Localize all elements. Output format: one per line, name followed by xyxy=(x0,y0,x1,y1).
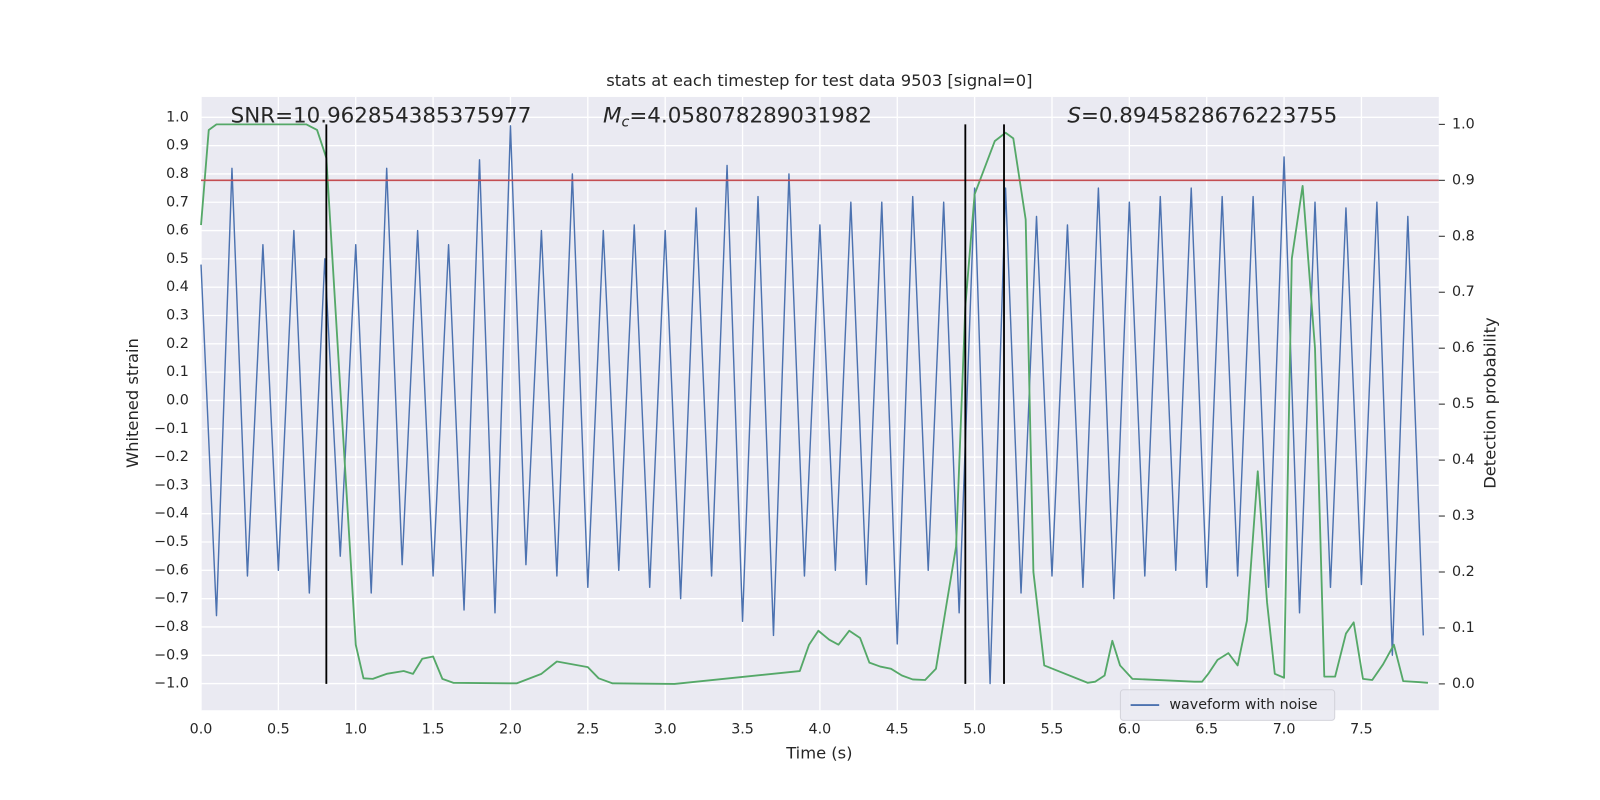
annotation: Mc=4.058078289031982 xyxy=(603,103,872,130)
annotation: SNR=10.962854385375977 xyxy=(231,103,532,128)
annotation-symbol: M xyxy=(603,103,621,128)
y2-tick-label: 1.0 xyxy=(1452,116,1475,132)
y-tick-label: 0.1 xyxy=(166,364,189,380)
y2-tick-label: 0.9 xyxy=(1452,172,1475,188)
x-tick-label: 5.5 xyxy=(1041,722,1064,738)
series-line xyxy=(200,123,1429,685)
x-tick-label: 4.0 xyxy=(809,722,832,738)
annotation-subscript: c xyxy=(622,114,630,130)
x-tick-label: 3.0 xyxy=(654,722,677,738)
x-tick-label: 4.5 xyxy=(886,722,909,738)
y-tick-label: 0.9 xyxy=(166,138,189,154)
annotation-symbol: S xyxy=(1067,103,1081,128)
y-tick-label: −0.8 xyxy=(154,619,189,635)
y-tick-label: 0.8 xyxy=(166,166,189,182)
y2-tick-label: 0.8 xyxy=(1452,228,1475,244)
y2-tick-label: 0.4 xyxy=(1452,452,1475,468)
annotation: S=0.8945828676223755 xyxy=(1067,103,1337,128)
y2-tick-label: 0.7 xyxy=(1452,284,1475,300)
x-tick-label: 6.5 xyxy=(1195,722,1218,738)
chart-title: stats at each timestep for test data 950… xyxy=(606,71,1032,90)
x-tick-label: 0.5 xyxy=(267,722,290,738)
x-tick-label: 7.5 xyxy=(1350,722,1373,738)
y-tick-label: −0.9 xyxy=(154,647,189,663)
y-tick-label: 1.0 xyxy=(166,109,189,125)
x-tick-label: 7.0 xyxy=(1273,722,1296,738)
y-tick-label: 0.6 xyxy=(166,223,189,239)
x-tick-label: 1.0 xyxy=(344,722,367,738)
y-tick-label: −0.4 xyxy=(154,506,189,522)
series-line xyxy=(200,125,1425,685)
legend-label: waveform with noise xyxy=(1169,697,1317,713)
x-tick-label: 6.0 xyxy=(1118,722,1141,738)
y-tick-label: −0.5 xyxy=(154,534,189,550)
y-tick-label: −0.6 xyxy=(154,562,189,578)
x-tick-label: 2.0 xyxy=(499,722,522,738)
labels: 0.0 0.5 1.0 1.5 2.0 2.5 3.0 3.5 4.0 4.5 5.0 5.5 6.0 6… xyxy=(154,109,1475,737)
y-tick-label: −0.1 xyxy=(154,421,189,437)
y-axis-label: Whitened strain xyxy=(123,338,142,468)
y2-tick-label: 0.3 xyxy=(1452,508,1475,524)
y-tick-label: −0.7 xyxy=(154,591,189,607)
grid xyxy=(200,96,1439,711)
y-tick-label: 0.4 xyxy=(166,279,189,295)
y-tick-label: −1.0 xyxy=(154,676,189,692)
y2-axis-label: Detection probability xyxy=(1480,317,1499,489)
annotation-text: =4.058078289031982 xyxy=(629,103,872,128)
y2-tick-label: 0.1 xyxy=(1452,620,1475,636)
y-tick-label: 0.7 xyxy=(166,194,189,210)
y-tick-label: 0.0 xyxy=(166,392,189,408)
y-tick-label: 0.3 xyxy=(166,308,189,324)
x-tick-label: 3.5 xyxy=(731,722,754,738)
x-tick-label: 0.0 xyxy=(190,722,213,738)
y-tick-label: 0.5 xyxy=(166,251,189,267)
y-tick-label: −0.3 xyxy=(154,477,189,493)
marks xyxy=(200,123,1439,685)
y-tick-label: −0.2 xyxy=(154,449,189,465)
y2-tick-label: 0.5 xyxy=(1452,396,1475,412)
legend-box xyxy=(1119,689,1336,721)
legend: waveform with noise xyxy=(1119,689,1336,721)
y-tick-label: 0.2 xyxy=(166,336,189,352)
x-axis-label: Time (s) xyxy=(785,744,852,763)
y2-tick-label: 0.0 xyxy=(1452,676,1475,692)
y2-tick-label: 0.2 xyxy=(1452,564,1475,580)
x-tick-label: 2.5 xyxy=(576,722,599,738)
y2-tick-label: 0.6 xyxy=(1452,340,1475,356)
annotation-text: =0.8945828676223755 xyxy=(1081,103,1337,128)
x-tick-label: 5.0 xyxy=(963,722,986,738)
x-tick-label: 1.5 xyxy=(422,722,445,738)
